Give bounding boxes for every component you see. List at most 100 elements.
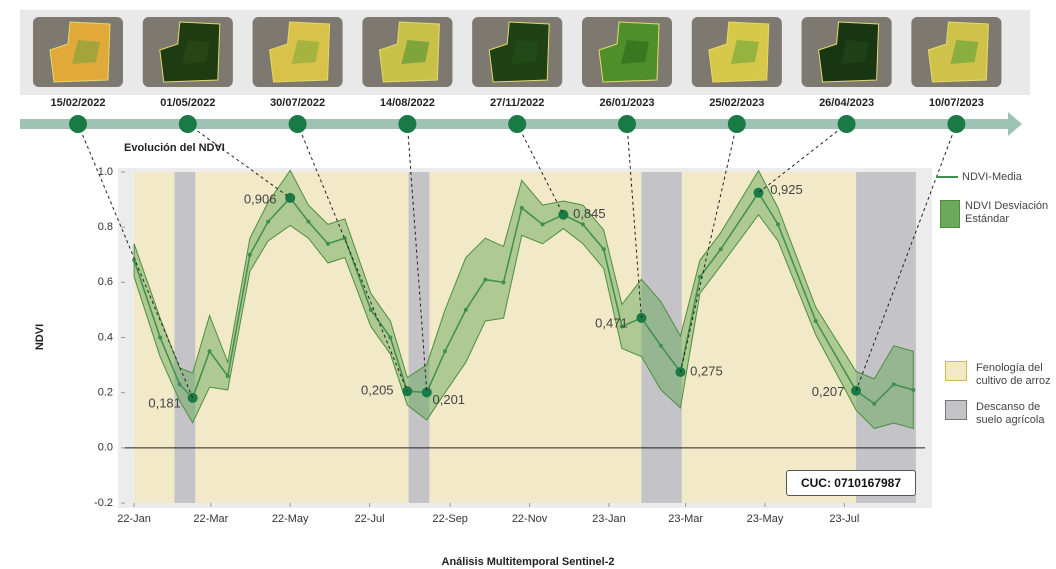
thumbnail-field-detail [181,40,210,64]
mean-point [207,349,212,354]
connector [77,123,194,399]
data-label: 0,925 [770,182,803,197]
legend-swatch [940,200,960,228]
mean-point [158,335,163,340]
timeline-dot [398,115,417,133]
timeline-date: 26/01/2023 [599,97,654,109]
mean-point [601,247,606,252]
period-band [408,172,430,503]
timeline-date: 26/04/2023 [819,97,874,109]
timeline-date: 27/11/2022 [490,97,544,109]
thumbnail-field-detail [950,40,979,64]
timeline-dot [69,115,87,133]
chart-title: Evolución del NDVI [124,142,225,154]
y-tick-label: 0.0 [98,442,113,454]
timeline: 15/02/2022 01/05/2022 30/07/2022 14/08/2022… [20,17,1022,399]
timeline-date: 25/02/2023 [709,97,764,109]
mean-point [718,247,723,252]
mean-point [872,401,877,406]
mean-point [619,324,624,329]
mean-point [776,222,781,227]
x-axis-label: Análisis Multitemporal Sentinel-2 [442,556,615,568]
mean-line [133,191,914,405]
x-tick-label: 23-Jul [829,513,859,525]
x-tick-label: 22-Sep [432,513,467,525]
mean-point [558,209,569,220]
timeline-date: 14/08/2022 [380,97,435,109]
connector [758,123,847,194]
timeline-date: 01/05/2022 [160,97,215,109]
y-tick-label: -0.2 [94,497,113,509]
connector [297,123,408,392]
mean-point [388,335,393,340]
timeline-arrow [1008,112,1022,136]
mean-point [421,387,432,398]
thumbnail-field-detail [730,40,759,64]
period-band [174,172,196,503]
timeline-dot [947,115,966,133]
y-tick-label: 0.8 [98,221,113,233]
timeline-dot [837,115,856,133]
thumbnail-field-detail [291,40,320,64]
mean-point [483,277,488,282]
data-label: 0,845 [573,206,606,221]
connector [406,123,428,393]
x-tick-label: 22-Jul [355,513,385,525]
mean-point [463,307,468,312]
thumbnail-field-detail [72,40,100,64]
x-tick-label: 22-Jan [117,513,151,525]
data-label: 0,181 [148,395,181,410]
mean-point [813,318,818,323]
timeline-dot [618,115,636,133]
data-label: 0,207 [812,384,845,399]
legend-label: NDVI Desviación Estándar [965,200,1049,225]
mean-point [580,222,585,227]
data-label: 0,275 [690,363,723,378]
mean-point [247,252,252,257]
mean-point [225,374,230,379]
x-tick-label: 22-May [272,513,309,525]
x-tick-label: 22-Nov [512,513,548,525]
data-label: 0,205 [361,383,394,398]
mean-point [891,382,896,387]
thumbnail-field-detail [840,40,869,64]
legend-label: NDVI-Media [962,171,1022,183]
timeline-date: 30/07/2022 [270,97,325,109]
timeline-dot [178,115,197,133]
connector [626,123,642,318]
legend-label: Fenología del cultivo de arroz [976,362,1051,387]
mean-point [443,349,447,354]
y-axis-label: NDVI [34,324,46,350]
connector [516,123,564,215]
legend-swatch [945,400,967,420]
thumbnail-field-detail [511,40,540,64]
timeline-dot [288,115,307,133]
mean-point [266,219,271,224]
connector [679,123,738,373]
x-tick-label: 22-Mar [193,513,228,525]
y-tick-label: 1.0 [98,166,113,178]
data-label: 0,906 [244,191,277,206]
y-tick-label: 0.6 [98,276,113,288]
legend-swatch [936,176,958,178]
legend-label: Descanso de suelo agrícola [976,401,1045,426]
thumbnail-field-detail [401,40,430,64]
timeline-date: 15/02/2022 [50,97,105,109]
data-label: 0,471 [595,315,628,330]
mean-point [325,241,330,246]
annotation: CUC: 0710167987 [786,470,916,496]
timeline-date: 10/07/2023 [929,97,984,109]
thumbnail-field-detail [621,40,649,64]
x-tick-label: 23-Jan [592,513,626,525]
mean-point [519,205,524,210]
y-tick-label: 0.2 [98,387,113,399]
mean-point [368,307,373,312]
y-tick-label: 0.4 [98,331,113,343]
timeline-dot [508,115,527,133]
timeline-dot [727,115,746,133]
x-tick-label: 23-Mar [668,513,703,525]
mean-point [540,222,545,227]
data-label: 0,201 [433,392,466,407]
